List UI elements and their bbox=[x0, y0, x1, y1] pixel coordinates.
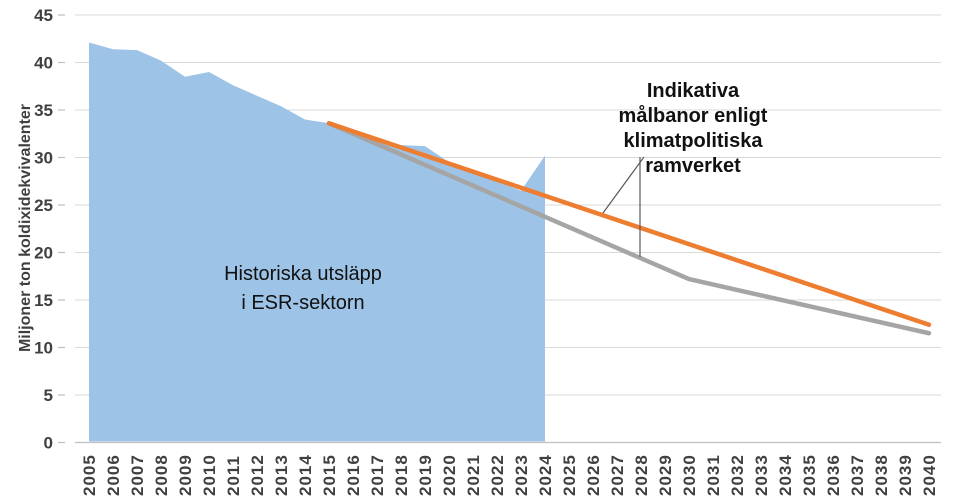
series-group bbox=[89, 42, 932, 442]
x-year-label: 2033 bbox=[752, 454, 771, 496]
x-year-label: 2022 bbox=[488, 454, 507, 496]
y-tick-marks-group bbox=[58, 14, 65, 444]
x-year-label: 2032 bbox=[728, 454, 747, 496]
x-year-label: 2016 bbox=[344, 454, 363, 496]
annotation-line4: ramverket bbox=[645, 155, 741, 177]
x-year-label: 2019 bbox=[416, 454, 435, 496]
y-tick-label: 5 bbox=[44, 386, 53, 405]
y-tick-label: 0 bbox=[44, 434, 53, 453]
x-year-label: 2012 bbox=[248, 454, 267, 496]
annotation-line3: klimatpolitiska bbox=[624, 130, 764, 152]
x-year-label: 2039 bbox=[896, 454, 915, 496]
y-tick-label: 20 bbox=[34, 244, 53, 263]
x-year-label: 2011 bbox=[224, 455, 243, 496]
y-tick-label: 25 bbox=[34, 196, 53, 215]
x-year-label: 2035 bbox=[800, 454, 819, 496]
x-year-label: 2038 bbox=[872, 454, 891, 496]
x-year-label: 2010 bbox=[200, 454, 219, 496]
x-year-label: 2020 bbox=[440, 454, 459, 496]
x-year-label: 2029 bbox=[656, 454, 675, 496]
x-year-label: 2008 bbox=[152, 454, 171, 496]
x-year-label: 2031 bbox=[704, 454, 723, 496]
target-path-orange-line bbox=[326, 121, 932, 327]
historical-area-label: Historiska utsläpp i ESR-sektorn bbox=[224, 263, 382, 314]
x-year-label: 2013 bbox=[272, 454, 291, 496]
x-year-label: 2024 bbox=[536, 454, 555, 496]
x-year-label: 2037 bbox=[848, 454, 867, 496]
y-tick-label: 15 bbox=[34, 291, 53, 310]
y-tick-label: 35 bbox=[34, 101, 53, 120]
y-tick-label: 10 bbox=[34, 339, 53, 358]
y-tick-label: 30 bbox=[34, 149, 53, 168]
x-year-label: 2025 bbox=[560, 454, 579, 496]
x-axis-labels-group: 2005 2006 2007 2008 2009 2010 2011 2012 2013 2014… bbox=[80, 454, 939, 496]
x-year-label: 2036 bbox=[824, 454, 843, 496]
annotation-line2: målbanor enligt bbox=[619, 104, 768, 127]
x-year-label: 2028 bbox=[632, 454, 651, 496]
x-year-label: 2030 bbox=[680, 454, 699, 496]
x-year-label: 2014 bbox=[296, 454, 315, 496]
x-year-label: 2027 bbox=[608, 454, 627, 496]
x-year-label: 2015 bbox=[320, 454, 339, 496]
historical-emissions-area bbox=[89, 42, 545, 442]
x-year-label: 2017 bbox=[368, 454, 387, 496]
target-path-gray-line bbox=[326, 121, 932, 336]
annotation-line1: Indikativa bbox=[647, 80, 740, 102]
y-tick-label: 45 bbox=[34, 6, 53, 25]
historical-area-label-line2: i ESR-sektorn bbox=[241, 292, 364, 314]
x-year-label: 2018 bbox=[392, 454, 411, 496]
x-year-label: 2023 bbox=[512, 454, 531, 496]
x-year-label: 2005 bbox=[80, 454, 99, 496]
x-year-label: 2021 bbox=[464, 454, 483, 496]
x-year-label: 2026 bbox=[584, 454, 603, 496]
target-paths-annotation: Indikativa målbanor enligt klimatpolitis… bbox=[602, 80, 768, 257]
y-axis-labels-group: 0 5 10 15 20 25 30 35 40 45 bbox=[34, 6, 53, 453]
x-year-label: 2009 bbox=[176, 454, 195, 496]
x-year-label: 2006 bbox=[104, 454, 123, 496]
y-tick-label: 40 bbox=[34, 54, 53, 73]
historical-area-label-line1: Historiska utsläpp bbox=[224, 263, 382, 285]
leader-line-to-orange-path bbox=[602, 156, 645, 214]
x-year-label: 2040 bbox=[920, 454, 939, 496]
x-year-label: 2007 bbox=[128, 454, 147, 496]
y-axis-title: Miljoner ton koldixidekvivalenter bbox=[17, 104, 34, 352]
x-year-label: 2034 bbox=[776, 454, 795, 496]
